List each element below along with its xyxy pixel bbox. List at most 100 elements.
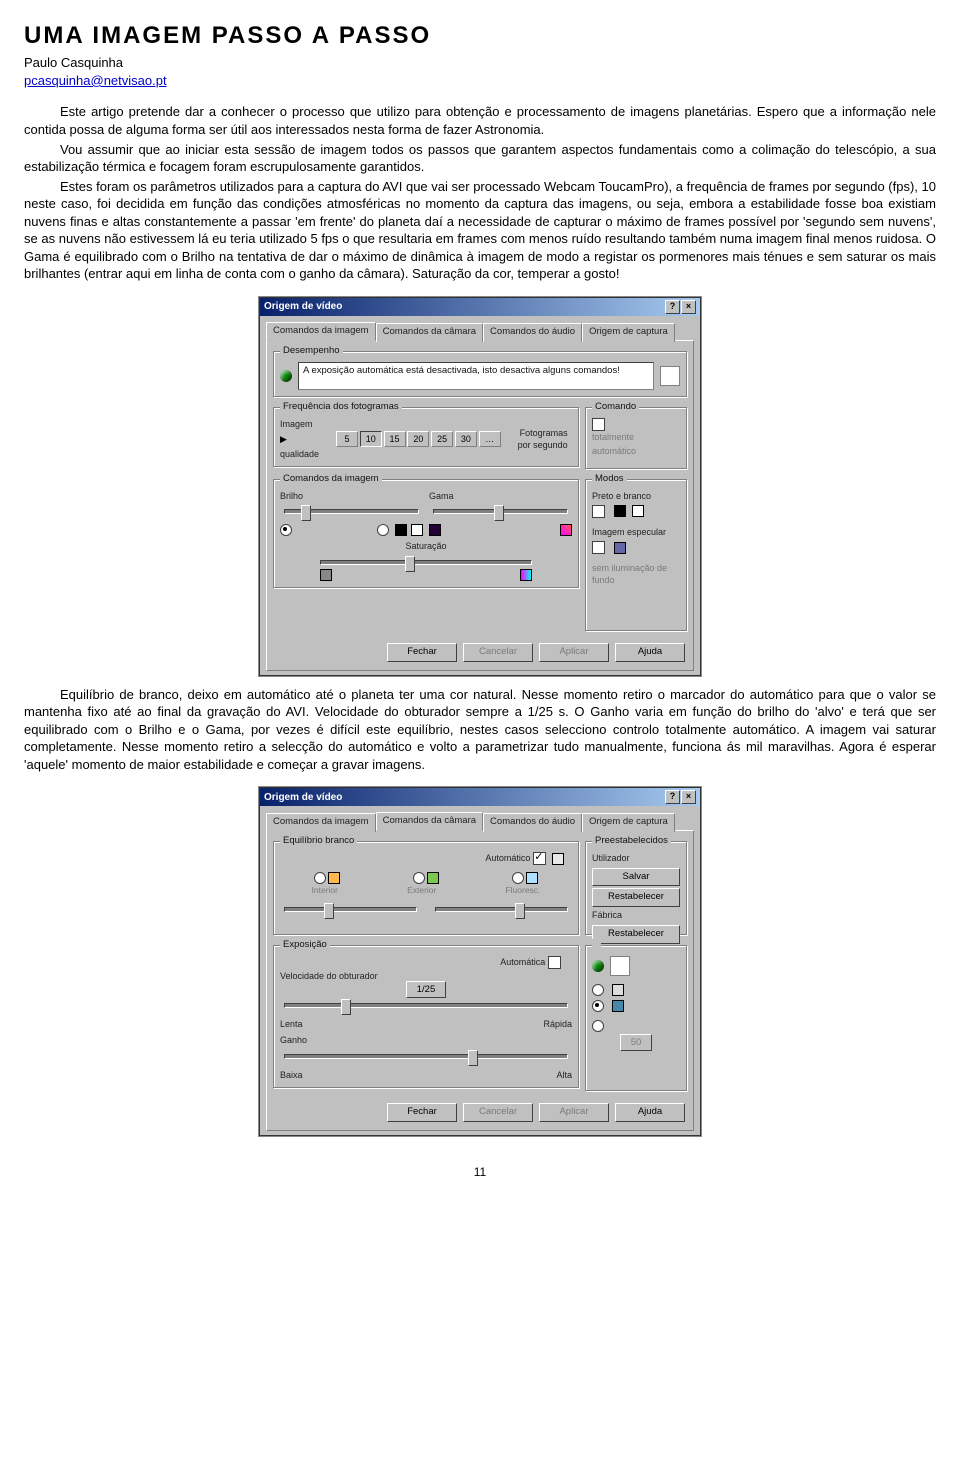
label-outdoor: Exterior [407,885,436,896]
label-mirror: Imagem especular [592,526,680,538]
tab-capture-source[interactable]: Origem de captura [582,323,675,342]
camera-small-icon [610,956,630,976]
titlebar-2: Origem de vídeo ? × [260,788,700,806]
label-presets: Preestabelecidos [592,835,671,848]
wb-fl-radio[interactable] [512,872,524,884]
titlebar: Origem de vídeo ? × [260,298,700,316]
label-framerate: Frequência dos fotogramas [280,401,402,414]
label-gain: Ganho [280,1035,307,1045]
bulb-icon [328,872,340,884]
mirror-checkbox[interactable] [592,541,605,554]
help-button-footer-2[interactable]: Ajuda [615,1103,685,1122]
dialog-title-2: Origem de vídeo [264,791,342,805]
cancel-button-2[interactable]: Cancelar [463,1103,533,1122]
page-number: 11 [24,1164,936,1180]
tab-audio-controls-2[interactable]: Comandos do áudio [483,813,582,832]
anti-flicker-radio[interactable] [592,1020,604,1032]
label-preset-user: Utilizador [592,853,630,863]
close-button-2[interactable]: Fechar [387,1103,457,1122]
help-button-footer[interactable]: Ajuda [615,643,685,662]
fps-selector[interactable]: 5 10 15 20 25 30 … [336,431,500,447]
radio-left[interactable] [280,524,292,536]
bw-checkbox[interactable] [592,505,605,518]
apply-button-2[interactable]: Aplicar [539,1103,609,1122]
performance-message: A exposição automática está desactivada,… [298,362,654,390]
swatch-dark-icon [429,524,441,536]
wb-outdoor-radio[interactable] [413,872,425,884]
wb-indoor-radio[interactable] [314,872,326,884]
opt-a-icon [612,984,624,996]
tab-camera-controls[interactable]: Comandos da câmara [376,323,483,342]
group-framerate: Frequência dos fotogramas Imagem ▶ quali… [273,407,579,467]
group-auto-control: Comando totalmente automático [585,407,687,469]
help-button[interactable]: ? [665,300,680,314]
label-exposure: Exposição [280,939,330,952]
label-wb-auto: Automático [485,853,530,863]
slider-wb-red[interactable] [284,907,417,912]
slider-shutter[interactable] [284,1003,568,1008]
slider-brightness[interactable] [284,509,419,514]
paragraph-3: Estes foram os parâmetros utilizados par… [24,178,936,283]
fps-10[interactable]: 10 [360,431,382,447]
label-fully-auto: totalmente automático [592,432,636,456]
close-icon[interactable]: × [681,300,696,314]
tab-image-controls[interactable]: Comandos da imagem [266,322,376,341]
group-presets: Preestabelecidos Utilizador Salvar Resta… [585,841,687,935]
sun-icon [427,872,439,884]
dialog-title: Origem de vídeo [264,300,342,314]
opt-b-radio[interactable] [592,1000,604,1012]
swatch-white-icon [411,524,423,536]
label-high: Alta [556,1069,572,1081]
fps-30[interactable]: 30 [455,431,477,447]
label-fps-right: Fotogramas por segundo [506,427,568,451]
auto-checkbox[interactable] [592,418,605,431]
swatch-magenta-icon [560,524,572,536]
restore-user-button[interactable]: Restabelecer [592,888,680,907]
fps-25[interactable]: 25 [431,431,453,447]
camera-icon [660,366,680,386]
exp-auto-checkbox[interactable] [548,956,561,969]
fps-more[interactable]: … [479,431,501,447]
page-title: UMA IMAGEM PASSO A PASSO [24,20,936,52]
paragraph-1: Este artigo pretende dar a conhecer o pr… [24,103,936,138]
group-exposure: Exposição Automática Velocidade do obtur… [273,945,579,1088]
slider-saturation[interactable] [320,560,532,565]
label-gamma: Gama [429,491,454,501]
slider-gamma[interactable] [433,509,568,514]
email-link[interactable]: pcasquinha@netvisao.pt [24,72,167,90]
restore-factory-button[interactable]: Restabelecer [592,925,680,944]
label-preset-factory: Fábrica [592,910,622,920]
tab-audio-controls[interactable]: Comandos do áudio [483,323,582,342]
label-low: Baixa [280,1069,303,1081]
fps-15[interactable]: 15 [384,431,406,447]
shutter-value: 1/25 [406,981,447,998]
group-modes: Modos Preto e branco Imagem especular [585,479,687,631]
tab-image-controls-2[interactable]: Comandos da imagem [266,813,376,832]
close-icon-2[interactable]: × [681,790,696,804]
radio-right[interactable] [377,524,389,536]
apply-button[interactable]: Aplicar [539,643,609,662]
fps-5[interactable]: 5 [336,431,358,447]
tab-capture-source-2[interactable]: Origem de captura [582,813,675,832]
cancel-button[interactable]: Cancelar [463,643,533,662]
label-performance: Desempenho [280,345,343,358]
label-quality: qualidade [280,448,330,460]
label-saturation: Saturação [405,541,446,551]
slider-wb-blue[interactable] [435,907,568,912]
close-button[interactable]: Fechar [387,643,457,662]
save-button[interactable]: Salvar [592,868,680,887]
label-fluorescent: Fluoresc. [505,885,540,896]
label-modes: Modos [592,473,627,486]
swatch-grey-icon [320,569,332,581]
swatch-color-icon [520,569,532,581]
opt-a-radio[interactable] [592,984,604,996]
label-status-blank [592,939,601,952]
help-button-2[interactable]: ? [665,790,680,804]
fps-20[interactable]: 20 [407,431,429,447]
tab-camera-controls-2[interactable]: Comandos da câmara [376,812,483,831]
mirror-icon [614,542,626,554]
wb-auto-checkbox[interactable] [533,852,546,865]
group-right-status: 50 [585,945,687,1091]
slider-gain[interactable] [284,1054,568,1059]
fluorescent-icon [526,872,538,884]
